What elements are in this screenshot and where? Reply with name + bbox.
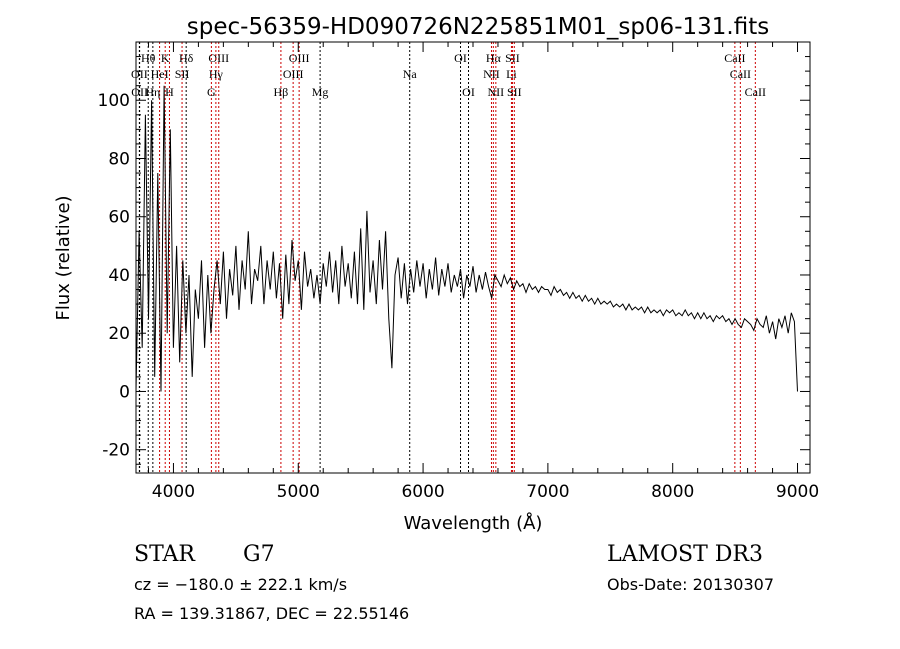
- spectral-line-label: Na: [403, 67, 418, 81]
- y-tick-label: 0: [119, 382, 130, 402]
- x-tick-label: 7000: [526, 482, 569, 502]
- x-tick-label: 8000: [651, 482, 694, 502]
- spectral-line-label: OI: [462, 85, 475, 99]
- y-tick-label: 80: [108, 149, 130, 169]
- spectral-line-label: CaII: [724, 51, 745, 65]
- survey-name: LAMOST DR3: [607, 542, 763, 567]
- axis-ticks: 4000 5000 6000 7000 8000 9000 -20 0 20 40 60 80 100: [98, 42, 819, 502]
- spectral-line-label: HeI: [151, 67, 169, 81]
- y-tick-label: 100: [98, 91, 130, 111]
- x-axis-label: Wavelength (Å): [404, 512, 543, 534]
- y-tick-label: -20: [102, 441, 130, 461]
- spectral-line-label: Mg: [312, 85, 329, 99]
- spectral-line-label: SII: [175, 67, 190, 81]
- object-class: STAR: [134, 542, 196, 567]
- spectral-line-label: CaII: [730, 67, 751, 81]
- chart-title: spec-56359-HD090726N225851M01_sp06-131.f…: [187, 14, 769, 40]
- spectral-line-label: CaII: [745, 85, 766, 99]
- redshift-cz: cz = −180.0 ± 222.1 km/s: [134, 575, 347, 594]
- spectral-line-label: Hβ: [274, 85, 289, 99]
- spectral-line-label: Hθ: [141, 51, 156, 65]
- spectral-line-label: K: [161, 51, 170, 65]
- spectral-line-label: NII: [483, 67, 500, 81]
- y-tick-label: 20: [108, 324, 130, 344]
- spectral-line-label: G: [207, 85, 216, 99]
- y-tick-label: 40: [108, 266, 130, 286]
- spectral-line-label: NII: [488, 85, 505, 99]
- spectral-line-label: Hδ: [179, 51, 194, 65]
- x-tick-label: 5000: [277, 482, 320, 502]
- spectral-line-label: Li: [506, 67, 517, 81]
- y-axis-label: Flux (relative): [53, 195, 74, 320]
- spectral-line-label: SII: [507, 85, 522, 99]
- spectral-line-label: H: [165, 85, 174, 99]
- y-tick-label: 60: [108, 208, 130, 228]
- spectral-line-label: OIII: [208, 51, 229, 65]
- subclass: G7: [243, 542, 275, 567]
- obs-date: Obs-Date: 20130307: [607, 575, 774, 594]
- x-tick-label: 9000: [776, 482, 819, 502]
- spectral-line-label: OI: [454, 51, 467, 65]
- plot-frame: [135, 41, 811, 474]
- spectral-line-label: Hγ: [209, 67, 224, 81]
- spectrum-line: [135, 85, 798, 392]
- x-tick-label: 6000: [401, 482, 444, 502]
- spectral-line-label: SII: [505, 51, 520, 65]
- spectral-line-label: Hα: [486, 51, 502, 65]
- spectral-line-label: OIII: [289, 51, 310, 65]
- spectral-line-label: OII: [131, 85, 148, 99]
- spectral-line-label: OIII: [283, 67, 304, 81]
- spectral-line-label: Hη: [145, 85, 160, 99]
- ra-dec: RA = 139.31867, DEC = 22.55146: [134, 604, 409, 623]
- x-tick-label: 4000: [152, 482, 195, 502]
